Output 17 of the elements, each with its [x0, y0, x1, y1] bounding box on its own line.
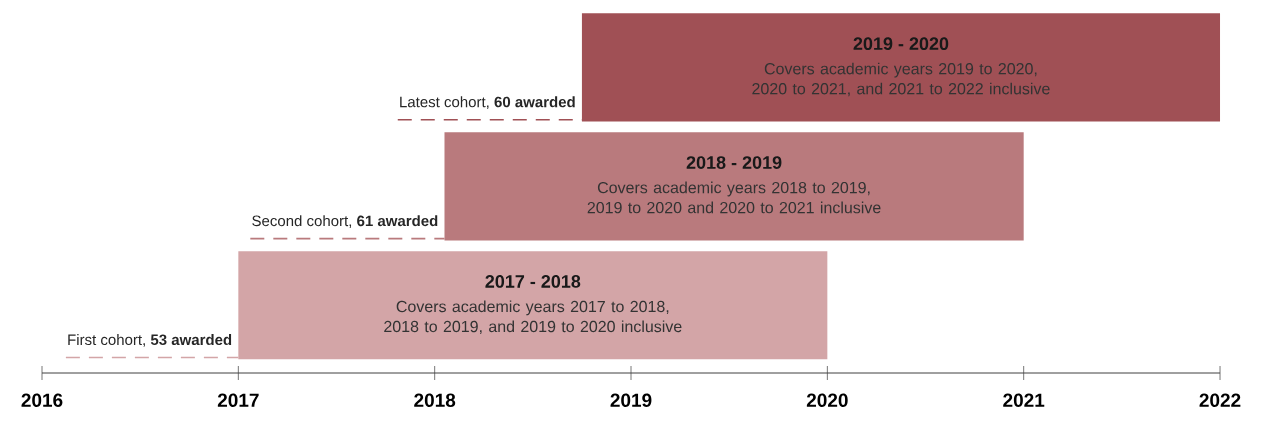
annotation: Latest cohort, 60 awarded — [400, 96, 575, 110]
y-tick-label: 2019 - 2020 — [853, 37, 949, 51]
x-tick-label: 2022 — [1199, 393, 1241, 407]
y-tick-label: 2018 - 2019 — [686, 156, 782, 169]
x-tick-label: 2018 — [414, 393, 456, 407]
y-tick-label: 2017 - 2018 — [485, 275, 581, 288]
x-tick-label: 2016 — [21, 393, 63, 407]
x-tick-label: 2020 — [806, 393, 848, 407]
x-tick-label: 2021 — [1003, 393, 1045, 407]
annotation: Covers academic years 2019 to 2020, 2020 to 2021, and 2021 to 2022 inclusive — [752, 62, 1050, 97]
x-tick-label: 2017 — [217, 393, 259, 407]
annotation: Covers academic years 2018 to 2019, 2019 to 2020 and 2020 to 2021 inclusive — [587, 181, 881, 214]
annotation: First cohort, 53 awarded — [68, 334, 232, 347]
annotation: Second cohort, 61 awarded — [252, 215, 438, 228]
annotation: Covers academic years 2017 to 2018, 2018 to 2019, and 2019 to 2020 inclusive — [384, 300, 682, 335]
x-tick-label: 2019 — [610, 393, 652, 407]
bar — [581, 13, 1221, 122]
